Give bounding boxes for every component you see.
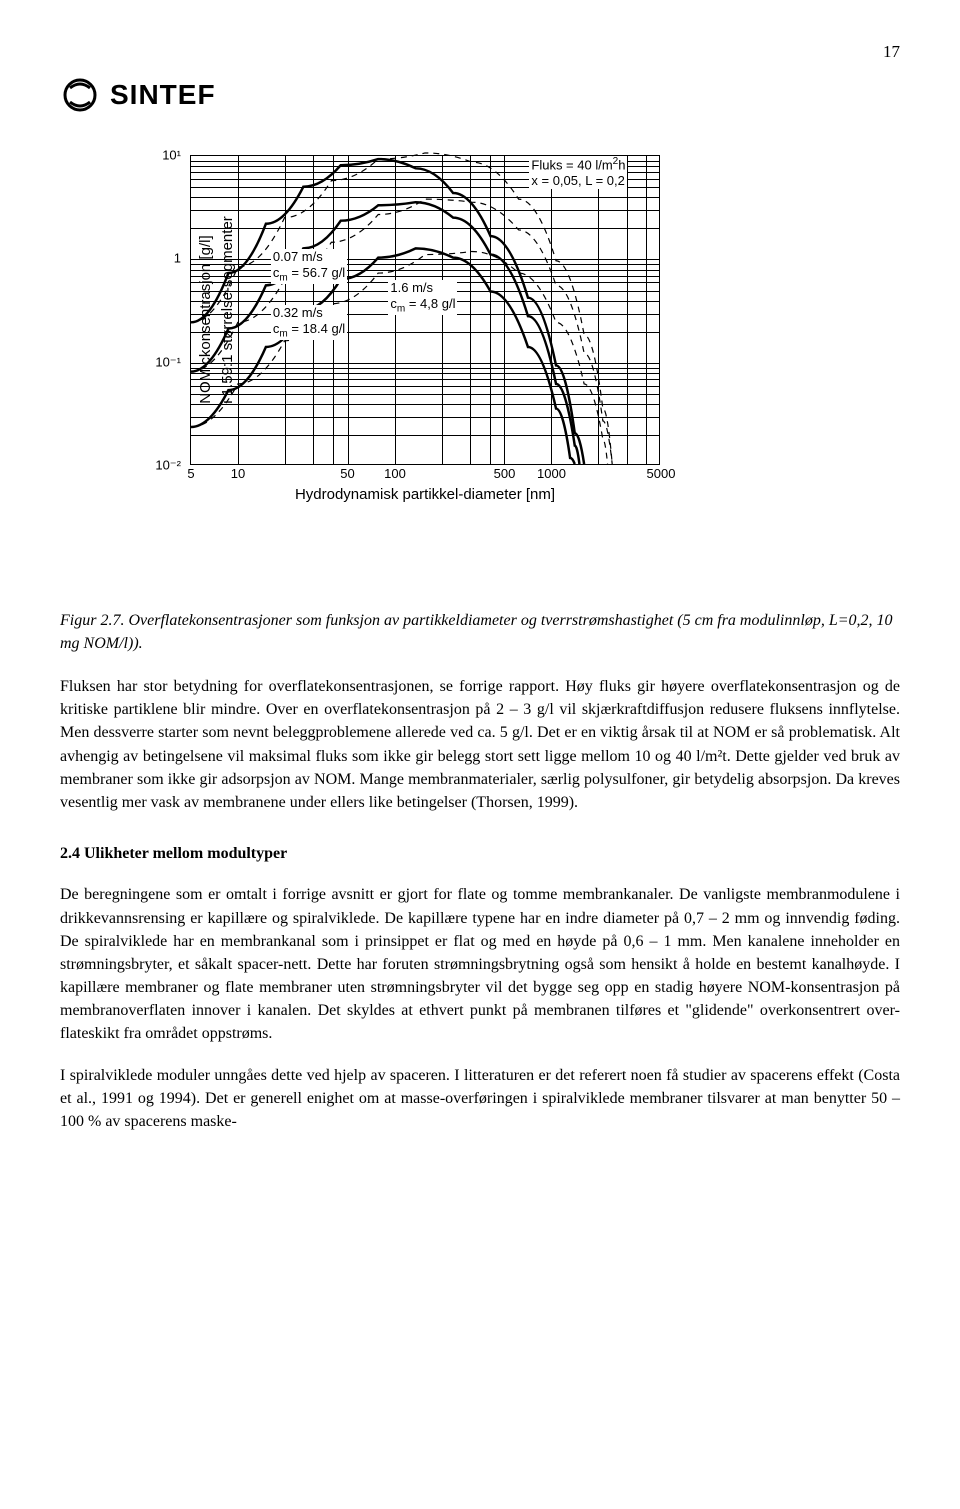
logo-text: SINTEF xyxy=(110,75,216,116)
paragraph-3: I spiralviklede moduler unngåes dette ve… xyxy=(60,1064,900,1134)
y-tick: 10¹ xyxy=(162,147,181,166)
y-axis-title: NOM ckonsentrasjon [g/l] i 1.59:1 større… xyxy=(195,216,239,404)
section-heading-2-4: 2.4 Ulikheter mellom modultyper xyxy=(60,842,900,865)
figure-caption-text: Overflatekonsentrasjoner som funksjon av… xyxy=(60,612,893,651)
figure-caption: Figur 2.7. Overflatekonsentrasjoner som … xyxy=(60,610,900,655)
y-tick: 1 xyxy=(174,250,181,269)
x-tick: 100 xyxy=(384,465,406,484)
figure-label: Figur 2.7. xyxy=(60,612,124,629)
chart-annotation-a4: Fluks = 40 l/m2hx = 0,05, L = 0,2 xyxy=(529,156,627,189)
logo: SINTEF xyxy=(60,75,900,116)
sintef-logo-icon xyxy=(60,78,100,112)
x-tick: 500 xyxy=(494,465,516,484)
x-axis-title: Hydrodynamisk partikkel-diameter [nm] xyxy=(295,484,555,506)
chart-annotation-a3: 1.6 m/scm = 4,8 g/l xyxy=(388,280,457,315)
page-number: 17 xyxy=(60,40,900,65)
paragraph-2: De beregningene som er omtalt i forrige … xyxy=(60,883,900,1045)
paragraph-1: Fluksen har stor betydning for overflate… xyxy=(60,675,900,814)
chart: NOM ckonsentrasjon [g/l] i 1.59:1 større… xyxy=(100,135,740,555)
chart-annotation-a1: 0.07 m/scm = 56.7 g/l xyxy=(271,249,347,284)
x-tick: 5000 xyxy=(647,465,676,484)
y-tick: 10⁻¹ xyxy=(155,354,181,373)
chart-annotation-a2: 0.32 m/scm = 18.4 g/l xyxy=(271,305,347,340)
figure-2-7: NOM ckonsentrasjon [g/l] i 1.59:1 større… xyxy=(100,135,900,555)
curve-s2-solid xyxy=(191,202,579,464)
y-tick: 10⁻² xyxy=(155,457,181,476)
x-tick: 1000 xyxy=(537,465,566,484)
x-tick: 5 xyxy=(187,465,194,484)
x-tick: 50 xyxy=(340,465,354,484)
curve-s3-solid xyxy=(191,249,575,465)
x-tick: 10 xyxy=(231,465,245,484)
plot-area: NOM ckonsentrasjon [g/l] i 1.59:1 større… xyxy=(190,155,660,465)
